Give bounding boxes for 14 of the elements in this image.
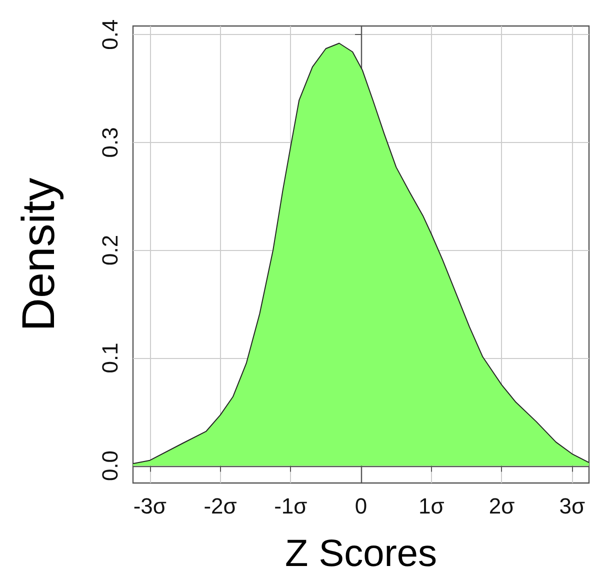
x-tick-label: -2σ: [204, 494, 238, 518]
y-tick-label: 0.1: [98, 342, 122, 374]
x-axis-title: Z Scores: [284, 533, 438, 575]
x-tick-label: 3σ: [559, 494, 586, 518]
x-tick-label: 1σ: [418, 494, 445, 518]
x-tick-label: -3σ: [133, 494, 167, 518]
y-axis-title: Density: [12, 178, 64, 332]
x-tick-label: 2σ: [488, 494, 516, 518]
x-tick-label: 0: [354, 494, 368, 518]
y-tick-label: 0.0: [98, 450, 122, 482]
y-tick-label: 0.3: [98, 127, 122, 158]
y-tick-label: 0.2: [98, 234, 122, 266]
x-tick-label: -1σ: [274, 494, 308, 518]
y-tick-label: 0.4: [98, 19, 122, 50]
